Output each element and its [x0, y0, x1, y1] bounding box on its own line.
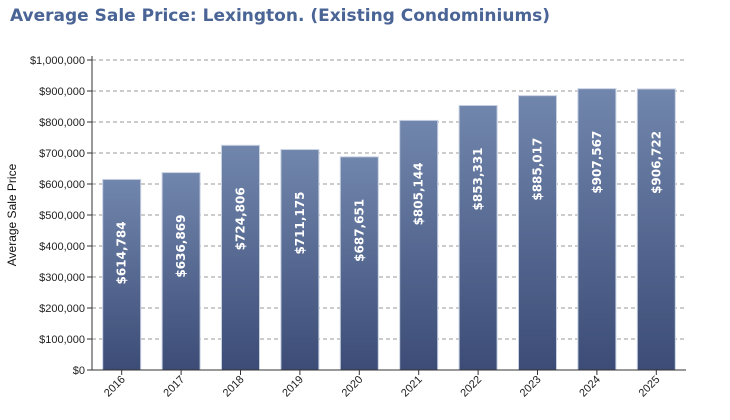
- bar-value-label: $724,806: [234, 187, 248, 250]
- bar-value-label: $906,722: [649, 131, 663, 194]
- y-tick-label: $700,000: [39, 148, 85, 160]
- bar-2023: [518, 95, 557, 371]
- x-tick-label: 2018: [221, 374, 247, 400]
- bar-2016: [102, 178, 142, 371]
- bar-value-label: $885,017: [531, 138, 545, 201]
- bar-value-label: $614,784: [115, 221, 129, 284]
- bar-2018: [221, 144, 260, 371]
- bars: $614,784 $636,869 $724,806 $711,175 $687,651…: [102, 88, 676, 371]
- bar-2017: [161, 172, 201, 371]
- bar-2024: [577, 88, 617, 371]
- bar-value-label: $636,869: [174, 215, 188, 278]
- x-tick-label: 2021: [399, 374, 425, 400]
- bar-value-label: $907,567: [590, 131, 604, 194]
- bar-value-label: $853,331: [471, 147, 485, 210]
- bar-2020: [339, 156, 379, 371]
- y-tick-label: $200,000: [39, 303, 85, 315]
- y-axis-title: Average Sale Price: [5, 163, 19, 266]
- x-tick-label: 2023: [518, 374, 544, 400]
- bar-2019: [280, 149, 320, 371]
- bar-value-label: $711,175: [293, 192, 307, 255]
- y-tick-label: $900,000: [39, 86, 85, 98]
- x-tick-label: 2016: [102, 374, 128, 400]
- x-axis-ticks: 2016 2017 2018 2019 2020 2021 2022 2023 2024 2025: [102, 370, 662, 399]
- bar-value-label: $687,651: [352, 199, 366, 262]
- x-tick-label: 2017: [161, 374, 187, 400]
- y-tick-label: $0: [73, 365, 85, 377]
- bar-2022: [458, 104, 498, 371]
- bar-2021: [399, 119, 439, 371]
- y-tick-label: $1,000,000: [30, 55, 85, 67]
- chart-title: Average Sale Price: Lexington. (Existing…: [10, 6, 551, 26]
- y-tick-label: $400,000: [39, 241, 85, 253]
- x-tick-label: 2024: [577, 374, 603, 400]
- bar-value-label: $805,144: [412, 162, 426, 225]
- x-tick-label: 2019: [280, 374, 306, 400]
- y-axis-ticks: $0 $100,000 $200,000 $300,000 $400,000 $500,0…: [30, 55, 92, 377]
- y-tick-label: $300,000: [39, 272, 85, 284]
- x-tick-label: 2025: [637, 374, 663, 400]
- y-tick-label: $500,000: [39, 210, 85, 222]
- x-tick-label: 2022: [458, 374, 484, 400]
- y-tick-label: $800,000: [39, 117, 85, 129]
- x-tick-label: 2020: [340, 374, 366, 400]
- y-tick-label: $100,000: [39, 334, 85, 346]
- y-tick-label: $600,000: [39, 179, 85, 191]
